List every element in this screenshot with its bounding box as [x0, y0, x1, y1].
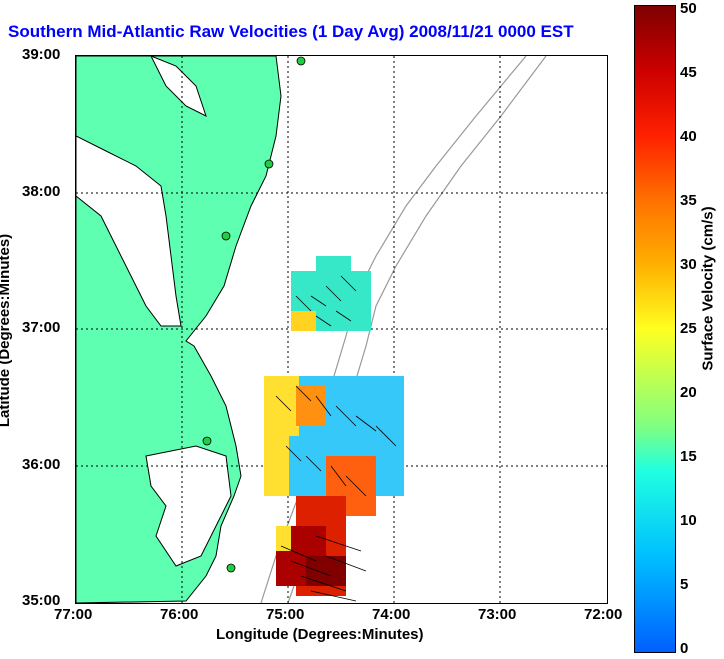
y-tick: 36:00 [22, 456, 61, 473]
x-tick: 77:00 [54, 606, 93, 623]
x-axis-label: Longitude (Degrees:Minutes) [216, 626, 424, 643]
velocity-arrows [275, 275, 397, 602]
y-tick: 39:00 [22, 46, 61, 63]
x-tick: 73:00 [478, 606, 517, 623]
pamlico-sound [145, 445, 232, 567]
colorbar-tick: 30 [680, 256, 697, 273]
colorbar [634, 5, 676, 653]
radar-stations [202, 56, 306, 573]
bathymetry-contour [260, 56, 527, 603]
x-tick: 76:00 [160, 606, 199, 623]
colorbar-tick: 45 [680, 64, 697, 81]
y-tick: 38:00 [22, 183, 61, 200]
colorbar-tick: 15 [680, 448, 697, 465]
colorbar-tick: 0 [680, 640, 689, 657]
delaware-bay [150, 56, 207, 117]
colorbar-tick: 5 [680, 576, 689, 593]
colorbar-tick: 20 [680, 384, 697, 401]
y-axis-label: Latitude (Degrees:Minutes) [0, 233, 14, 428]
y-tick: 37:00 [22, 319, 61, 336]
map-plot-area [75, 55, 608, 604]
map-title: Southern Mid-Atlantic Raw Velocities (1 … [8, 22, 574, 41]
velocity-field-south [276, 496, 346, 596]
y-tick: 35:00 [22, 592, 61, 609]
map-canvas [76, 56, 607, 603]
x-tick: 75:00 [266, 606, 305, 623]
colorbar-tick: 10 [680, 512, 697, 529]
colorbar-tick: 35 [680, 192, 697, 209]
x-tick: 74:00 [372, 606, 411, 623]
chesapeake-bay [76, 135, 182, 327]
colorbar-tick: 50 [680, 0, 697, 17]
velocity-field-north [291, 256, 371, 331]
velocity-field-central [264, 376, 404, 516]
x-tick: 72:00 [584, 606, 623, 623]
colorbar-tick: 25 [680, 320, 697, 337]
colorbar-label: Surface Velocity (cm/s) [699, 206, 717, 371]
colorbar-tick: 40 [680, 128, 697, 145]
